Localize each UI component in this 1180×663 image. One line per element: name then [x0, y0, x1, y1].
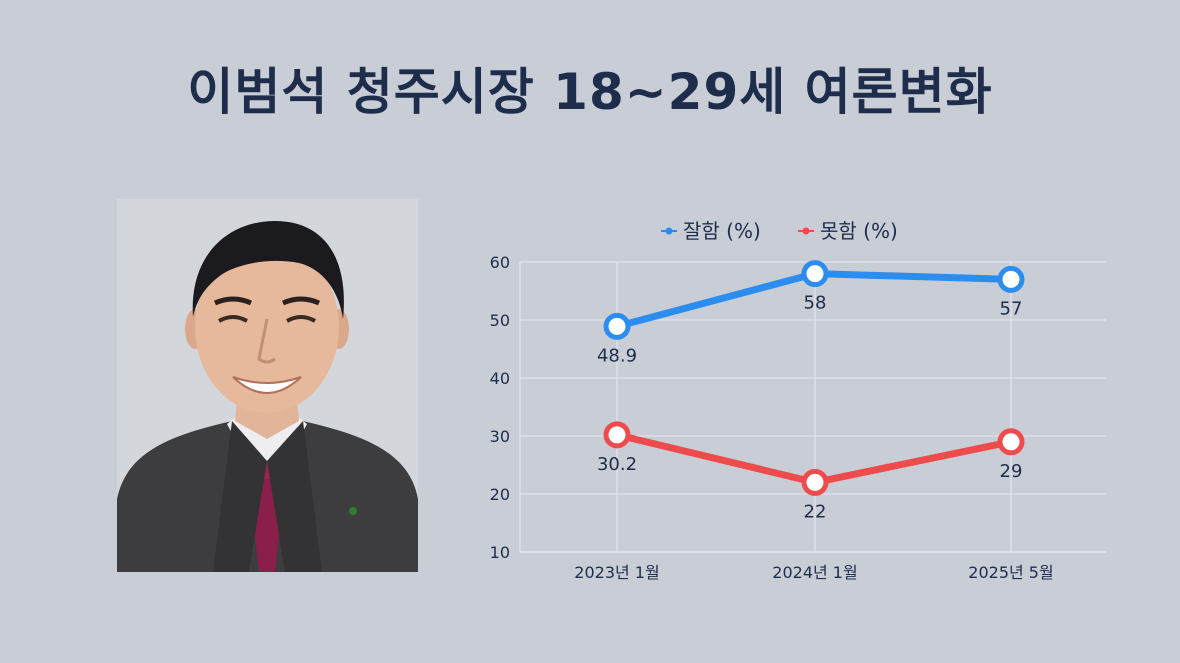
data-label: 58	[804, 293, 827, 314]
legend-bad-marker	[802, 227, 810, 235]
legend-bad-label: 못함 (%)	[820, 219, 898, 243]
x-tick-label: 2023년 1월	[574, 563, 659, 582]
legend-good-label: 잘함 (%)	[683, 219, 761, 243]
data-point	[801, 260, 829, 288]
data-point	[997, 265, 1025, 293]
series-layer: 48.9 58 57 30.2 22 29	[597, 260, 1025, 522]
data-point	[801, 468, 829, 496]
data-point	[603, 421, 631, 449]
y-tick-label: 60	[490, 253, 510, 272]
y-tick-label: 40	[490, 369, 510, 388]
legend: 잘함 (%) 못함 (%)	[661, 219, 898, 243]
data-label: 30.2	[597, 454, 637, 475]
person-photo-icon	[117, 221, 418, 572]
x-tick-label: 2024년 1월	[772, 563, 857, 582]
data-point	[603, 312, 631, 340]
data-label: 57	[1000, 298, 1023, 319]
y-axis: 10 20 30 40 50 60	[490, 253, 510, 562]
y-tick-label: 10	[490, 543, 510, 562]
portrait-photo	[117, 199, 418, 572]
chart-title: 이범석 청주시장 18~29세 여론변화	[187, 63, 993, 121]
data-label: 22	[804, 501, 827, 522]
y-tick-label: 50	[490, 311, 510, 330]
y-tick-label: 30	[490, 427, 510, 446]
data-label: 48.9	[597, 345, 637, 366]
legend-item-bad: 못함 (%)	[798, 219, 898, 243]
line-chart: 잘함 (%) 못함 (%) 10 20 30 40 50 60 2023년 1월 2024년…	[490, 219, 1106, 582]
x-tick-label: 2025년 5월	[968, 563, 1053, 582]
legend-good-marker	[665, 227, 673, 235]
x-axis: 2023년 1월 2024년 1월 2025년 5월	[574, 563, 1053, 582]
data-point	[997, 428, 1025, 456]
y-tick-label: 20	[490, 485, 510, 504]
data-label: 29	[1000, 461, 1023, 482]
legend-item-good: 잘함 (%)	[661, 219, 761, 243]
